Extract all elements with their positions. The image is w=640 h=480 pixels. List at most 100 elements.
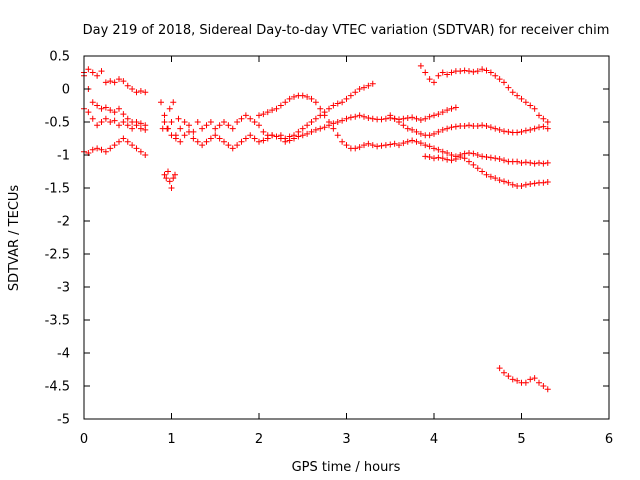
y-tick-label: -0.5 — [45, 116, 70, 131]
series-arc-11 — [422, 150, 551, 167]
data-point — [85, 66, 92, 73]
data-point — [347, 92, 354, 99]
data-point — [522, 127, 529, 134]
y-tick-label: -4.5 — [45, 380, 70, 395]
data-point — [295, 133, 302, 140]
data-point — [89, 146, 96, 153]
data-point — [304, 93, 311, 100]
data-point — [426, 143, 433, 150]
data-point — [479, 122, 486, 129]
data-point — [439, 109, 446, 116]
data-point — [137, 125, 144, 132]
data-point — [352, 113, 359, 120]
data-point — [111, 109, 118, 116]
data-point — [417, 130, 424, 137]
data-point — [299, 132, 306, 139]
data-point — [369, 115, 376, 122]
data-point — [439, 126, 446, 133]
data-point — [448, 157, 455, 164]
data-point — [85, 109, 92, 116]
data-point — [514, 158, 521, 165]
data-point — [339, 99, 346, 106]
data-point — [444, 71, 451, 78]
data-point — [501, 128, 507, 135]
data-point — [479, 168, 486, 175]
data-point — [527, 159, 534, 166]
data-point — [120, 111, 127, 118]
data-point — [308, 119, 315, 125]
data-point — [203, 122, 210, 129]
data-point — [531, 125, 538, 132]
data-point — [107, 119, 114, 125]
data-point — [422, 69, 429, 76]
data-point — [518, 95, 525, 102]
data-point — [269, 132, 276, 139]
series-arc-12 — [496, 365, 551, 393]
data-point — [452, 123, 459, 130]
data-point — [417, 62, 424, 69]
data-point — [435, 128, 442, 135]
data-point — [308, 128, 315, 135]
data-point — [163, 175, 170, 182]
data-point — [404, 138, 411, 145]
data-point — [544, 119, 551, 125]
data-point — [422, 115, 429, 122]
data-point — [374, 143, 381, 150]
y-tick-label: -5 — [57, 413, 70, 428]
data-point — [326, 105, 332, 112]
data-point — [483, 67, 490, 74]
data-point — [496, 126, 503, 133]
data-point — [168, 132, 175, 139]
data-point — [161, 171, 168, 178]
data-point — [496, 155, 503, 162]
data-point — [216, 122, 223, 129]
data-point — [308, 95, 315, 102]
data-point — [470, 68, 477, 75]
data-point — [330, 125, 337, 132]
data-point — [216, 135, 223, 142]
data-point — [111, 142, 118, 149]
data-point — [251, 119, 258, 125]
data-point — [207, 119, 214, 125]
data-point — [435, 154, 442, 161]
data-point — [378, 142, 385, 149]
data-point — [330, 120, 337, 127]
data-point — [238, 115, 245, 122]
data-points — [81, 62, 551, 393]
data-point — [247, 115, 254, 122]
data-point — [98, 68, 105, 75]
data-point — [199, 125, 206, 132]
data-point — [518, 159, 525, 166]
data-point — [531, 180, 538, 187]
data-point — [317, 125, 324, 132]
data-point — [483, 122, 490, 129]
data-point — [527, 102, 534, 109]
data-point — [181, 132, 188, 139]
data-point — [256, 122, 262, 129]
data-point — [365, 115, 372, 122]
data-point — [343, 115, 350, 122]
data-point — [260, 128, 267, 135]
data-point — [496, 177, 503, 184]
data-point — [422, 142, 429, 149]
data-point — [256, 112, 262, 119]
data-point — [334, 100, 341, 107]
data-point — [431, 145, 437, 152]
data-point — [461, 122, 468, 129]
data-point — [142, 126, 149, 133]
series-arc-5 — [158, 99, 178, 191]
data-point — [544, 179, 551, 186]
data-point — [137, 87, 144, 94]
x-tick-label: 5 — [517, 432, 525, 447]
data-point — [234, 142, 241, 149]
data-point — [470, 150, 477, 157]
data-point — [221, 138, 227, 145]
data-point — [299, 125, 306, 132]
data-point — [426, 153, 433, 160]
data-point — [186, 128, 192, 135]
data-point — [102, 104, 109, 111]
data-point — [116, 76, 122, 83]
data-point — [212, 132, 219, 139]
data-point — [448, 105, 455, 112]
series-arc-8 — [256, 92, 551, 190]
